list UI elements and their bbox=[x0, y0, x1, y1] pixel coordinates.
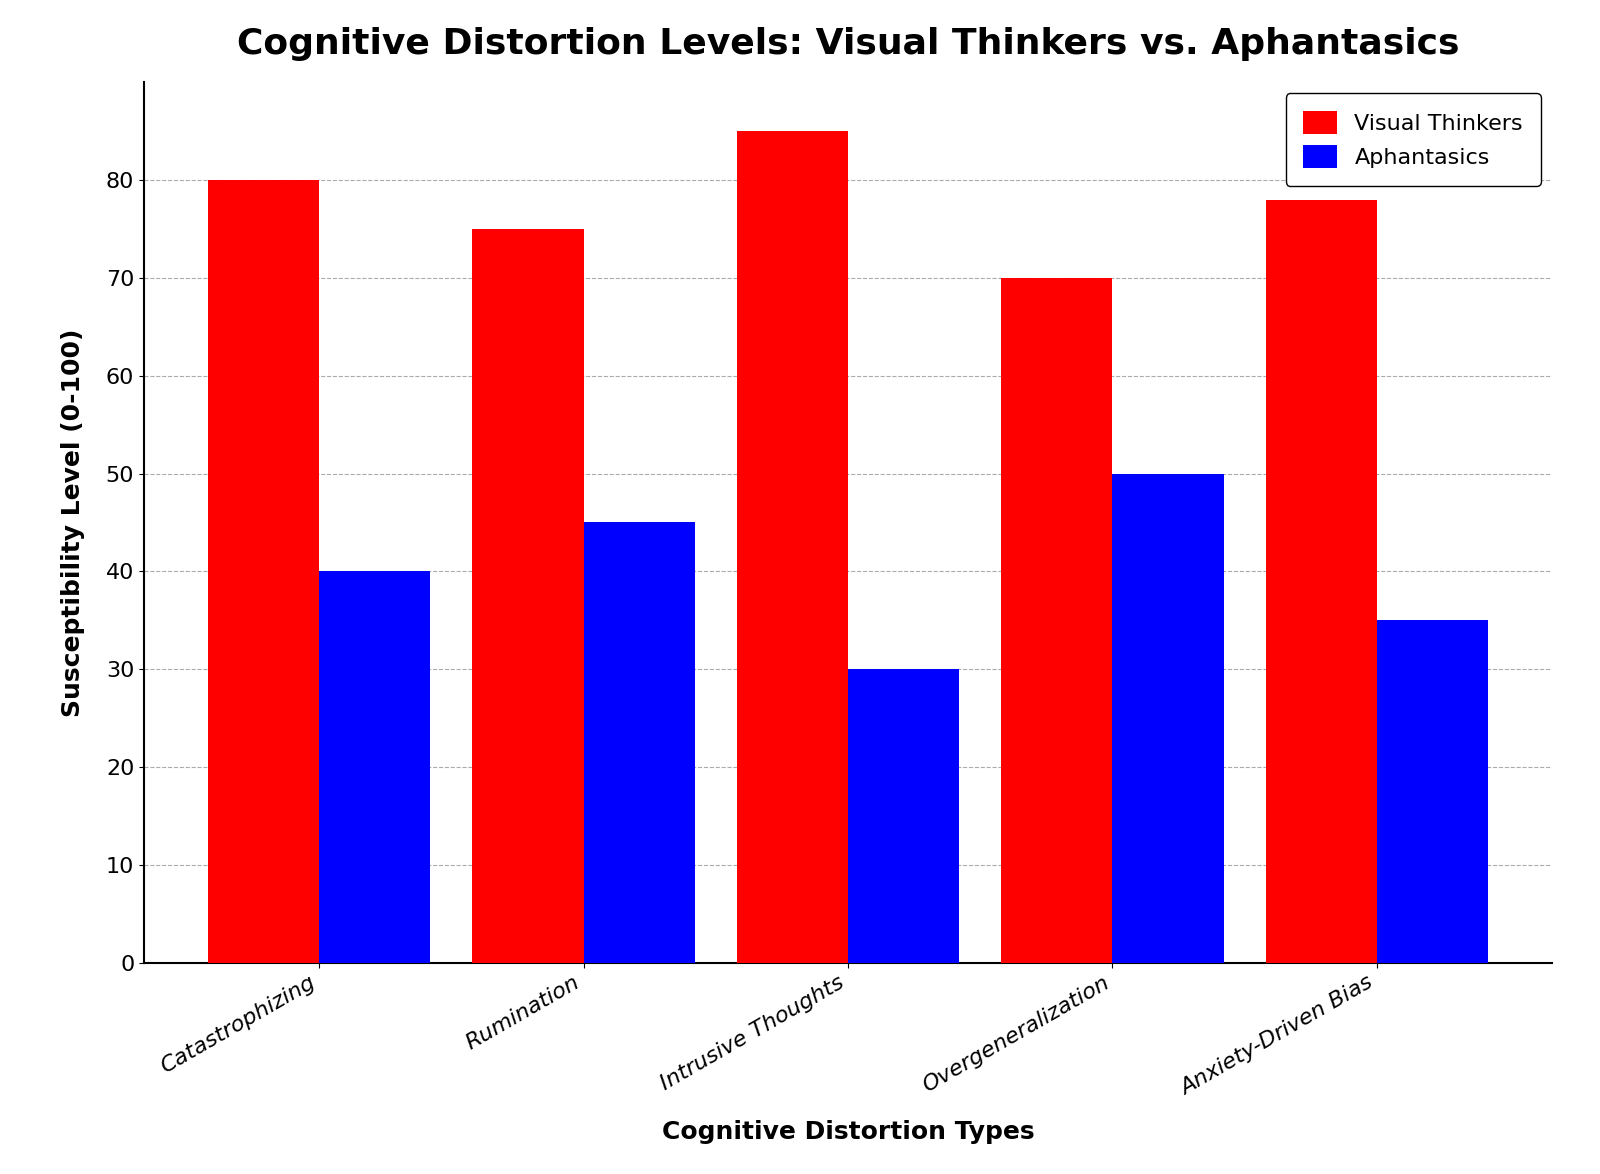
Bar bbox=[1112, 473, 1224, 963]
Bar bbox=[208, 180, 318, 963]
Bar bbox=[1266, 200, 1378, 963]
Bar bbox=[318, 572, 430, 963]
Title: Cognitive Distortion Levels: Visual Thinkers vs. Aphantasics: Cognitive Distortion Levels: Visual Thin… bbox=[237, 27, 1459, 61]
Y-axis label: Susceptibility Level (0-100): Susceptibility Level (0-100) bbox=[61, 329, 85, 716]
Bar bbox=[738, 131, 848, 963]
Legend: Visual Thinkers, Aphantasics: Visual Thinkers, Aphantasics bbox=[1285, 93, 1541, 185]
X-axis label: Cognitive Distortion Types: Cognitive Distortion Types bbox=[662, 1120, 1034, 1143]
Bar bbox=[1378, 620, 1488, 963]
Bar bbox=[472, 229, 584, 963]
Bar bbox=[584, 522, 694, 963]
Bar bbox=[1002, 278, 1112, 963]
Bar bbox=[848, 669, 958, 963]
